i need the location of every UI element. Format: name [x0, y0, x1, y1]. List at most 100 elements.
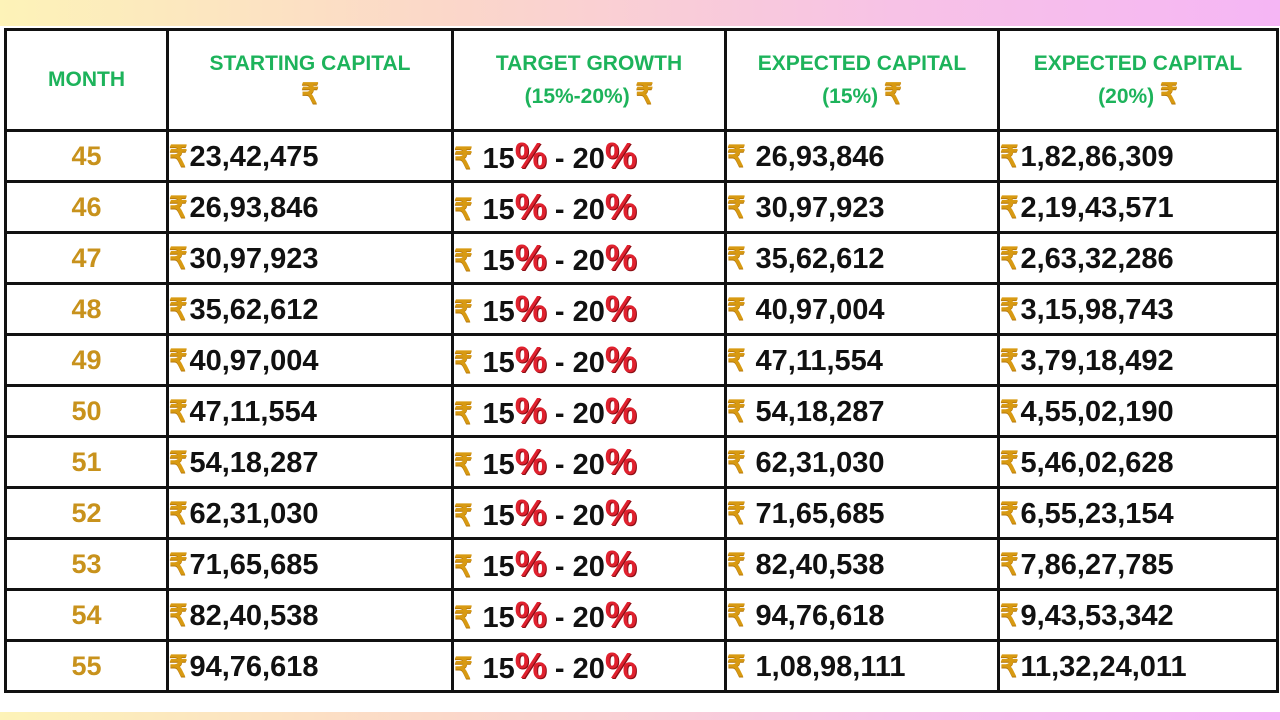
- expected-20-cell: ₹4,55,02,190: [997, 384, 1279, 438]
- rupee-icon: ₹: [727, 446, 746, 479]
- growth-dash: -: [554, 194, 565, 226]
- rupee-icon: ₹: [727, 344, 746, 377]
- growth-low: 15: [482, 194, 515, 226]
- rupee-icon: ₹: [169, 548, 188, 581]
- expected-15-cell: ₹ 94,76,618: [724, 588, 1000, 642]
- expected-20-value: 5,46,02,628: [1020, 446, 1174, 479]
- starting-capital-value: 35,62,612: [189, 293, 319, 326]
- expected-20-value: 2,63,32,286: [1020, 242, 1174, 275]
- growth-low: 15: [482, 398, 515, 430]
- header-month: MONTH: [4, 28, 169, 132]
- rupee-icon: ₹: [454, 143, 473, 175]
- expected-15-value: 82,40,538: [755, 548, 885, 581]
- growth-dash: -: [554, 551, 565, 583]
- table-row: 45 ₹23,42,475 ₹ 15% - 20% ₹ 26,93,846 ₹1,82,…: [4, 129, 1279, 183]
- growth-low: 15: [482, 143, 515, 175]
- month-value: 51: [71, 446, 102, 477]
- table-row: 52 ₹62,31,030 ₹ 15% - 20% ₹ 71,65,685 ₹6,55,…: [4, 486, 1279, 540]
- growth-dash: -: [554, 398, 565, 430]
- percent-icon: %: [604, 492, 637, 533]
- expected-15-cell: ₹ 35,62,612: [724, 231, 1000, 285]
- percent-icon: %: [514, 135, 547, 176]
- growth-dash: -: [554, 143, 565, 175]
- rupee-icon: ₹: [635, 77, 654, 109]
- starting-capital-cell: ₹30,97,923: [166, 231, 454, 285]
- table-row: 55 ₹94,76,618 ₹ 15% - 20% ₹ 1,08,98,111 ₹11,…: [4, 639, 1279, 693]
- growth-low: 15: [482, 296, 515, 328]
- starting-capital-value: 23,42,475: [189, 140, 319, 173]
- header-starting-capital-label: STARTING CAPITAL: [209, 51, 411, 75]
- percent-icon: %: [604, 390, 637, 431]
- expected-15-value: 30,97,923: [755, 191, 885, 224]
- percent-icon: %: [514, 186, 547, 227]
- growth-dash: -: [554, 347, 565, 379]
- rupee-icon: ₹: [454, 449, 473, 481]
- growth-low: 15: [482, 245, 515, 277]
- month-cell: 47: [4, 231, 169, 285]
- growth-high: 20: [572, 500, 605, 532]
- percent-icon: %: [514, 441, 547, 482]
- growth-low: 15: [482, 347, 515, 379]
- rupee-icon: ₹: [169, 446, 188, 479]
- expected-20-value: 11,32,24,011: [1020, 650, 1187, 683]
- expected-15-cell: ₹ 71,65,685: [724, 486, 1000, 540]
- growth-low: 15: [482, 500, 515, 532]
- rupee-icon: ₹: [1000, 650, 1019, 683]
- target-growth-cell: ₹ 15% - 20%: [451, 333, 727, 387]
- expected-15-cell: ₹ 30,97,923: [724, 180, 1000, 234]
- growth-high: 20: [572, 398, 605, 430]
- percent-icon: %: [514, 543, 547, 584]
- rupee-icon: ₹: [169, 599, 188, 632]
- starting-capital-cell: ₹82,40,538: [166, 588, 454, 642]
- starting-capital-value: 94,76,618: [189, 650, 319, 683]
- expected-15-cell: ₹ 40,97,004: [724, 282, 1000, 336]
- expected-15-cell: ₹ 1,08,98,111: [724, 639, 1000, 693]
- expected-20-value: 4,55,02,190: [1020, 395, 1174, 428]
- rupee-icon: ₹: [169, 191, 188, 224]
- month-value: 52: [71, 497, 102, 528]
- rupee-icon: ₹: [454, 245, 473, 277]
- target-growth-cell: ₹ 15% - 20%: [451, 639, 727, 693]
- starting-capital-value: 26,93,846: [189, 191, 319, 224]
- growth-high: 20: [572, 347, 605, 379]
- header-row: MONTH STARTING CAPITAL ₹ TARGET GROWTH (…: [4, 28, 1279, 132]
- expected-20-cell: ₹2,63,32,286: [997, 231, 1279, 285]
- header-expected-20-sub: (20%): [1098, 84, 1155, 108]
- percent-icon: %: [604, 288, 637, 329]
- starting-capital-cell: ₹71,65,685: [166, 537, 454, 591]
- month-cell: 54: [4, 588, 169, 642]
- rupee-icon: ₹: [1000, 599, 1019, 632]
- growth-dash: -: [554, 449, 565, 481]
- rupee-icon: ₹: [169, 650, 188, 683]
- percent-icon: %: [604, 594, 637, 635]
- rupee-icon: ₹: [1000, 191, 1019, 224]
- expected-20-value: 2,19,43,571: [1020, 191, 1174, 224]
- rupee-icon: ₹: [727, 650, 746, 683]
- target-growth-cell: ₹ 15% - 20%: [451, 537, 727, 591]
- growth-high: 20: [572, 449, 605, 481]
- expected-20-cell: ₹7,86,27,785: [997, 537, 1279, 591]
- growth-low: 15: [482, 551, 515, 583]
- month-cell: 55: [4, 639, 169, 693]
- growth-high: 20: [572, 245, 605, 277]
- rupee-icon: ₹: [301, 77, 319, 109]
- rupee-icon: ₹: [727, 599, 746, 632]
- expected-15-value: 35,62,612: [755, 242, 885, 275]
- expected-20-cell: ₹3,79,18,492: [997, 333, 1279, 387]
- rupee-icon: ₹: [1000, 548, 1019, 581]
- table-sheet: MONTH STARTING CAPITAL ₹ TARGET GROWTH (…: [0, 26, 1280, 712]
- table-row: 47 ₹30,97,923 ₹ 15% - 20% ₹ 35,62,612 ₹2,63,…: [4, 231, 1279, 285]
- month-value: 54: [71, 599, 102, 630]
- table-row: 50 ₹47,11,554 ₹ 15% - 20% ₹ 54,18,287 ₹4,55,…: [4, 384, 1279, 438]
- month-value: 55: [71, 650, 102, 681]
- percent-icon: %: [514, 390, 547, 431]
- month-cell: 49: [4, 333, 169, 387]
- expected-15-value: 62,31,030: [755, 446, 885, 479]
- expected-20-cell: ₹1,82,86,309: [997, 129, 1279, 183]
- starting-capital-cell: ₹62,31,030: [166, 486, 454, 540]
- growth-dash: -: [554, 653, 565, 685]
- expected-15-cell: ₹ 47,11,554: [724, 333, 1000, 387]
- percent-icon: %: [604, 186, 637, 227]
- expected-15-value: 71,65,685: [755, 497, 885, 530]
- growth-low: 15: [482, 653, 515, 685]
